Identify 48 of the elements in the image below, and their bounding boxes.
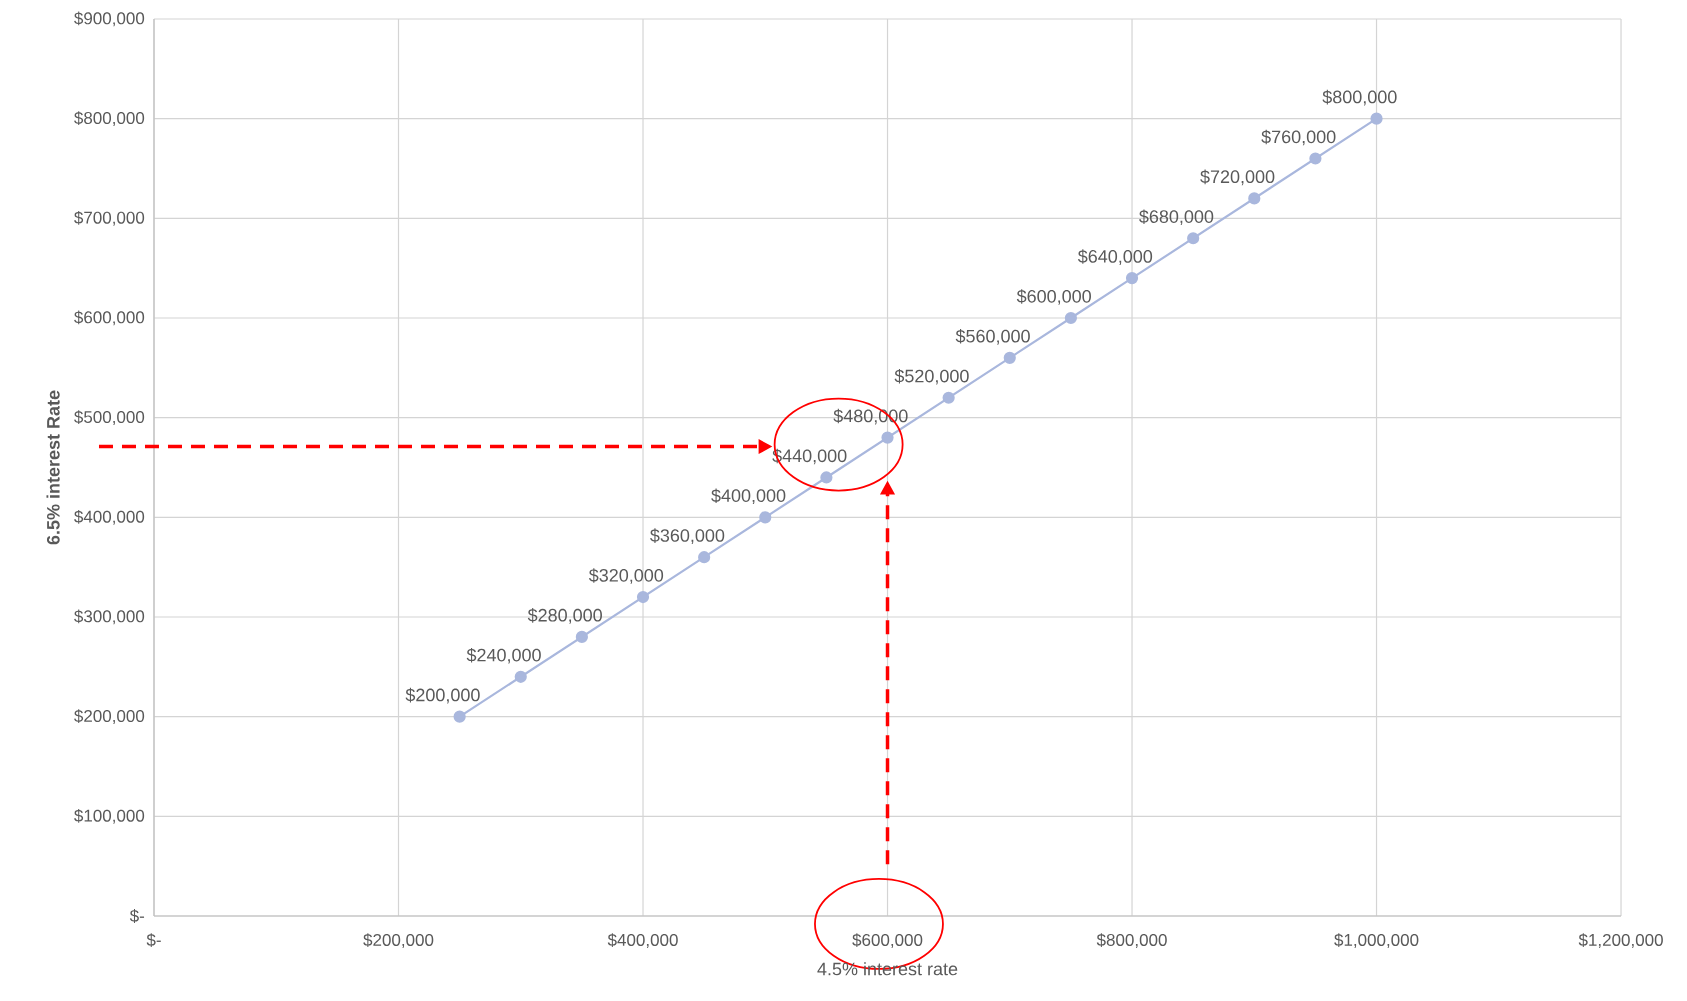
y-axis-title: 6.5% interest Rate bbox=[46, 390, 60, 545]
point bbox=[698, 551, 711, 564]
y-tick-label: $600,000 bbox=[74, 310, 145, 326]
data-label: $520,000 bbox=[894, 368, 969, 385]
point bbox=[1248, 192, 1261, 205]
point bbox=[1003, 351, 1016, 364]
point bbox=[1309, 152, 1322, 165]
x-tick-label: $200,000 bbox=[363, 933, 434, 948]
y-tick-label: $300,000 bbox=[74, 609, 145, 625]
point bbox=[820, 471, 833, 484]
data-label: $720,000 bbox=[1200, 169, 1275, 186]
data-label: $600,000 bbox=[1016, 289, 1091, 305]
x-tick-label: $1,200,000 bbox=[1578, 933, 1663, 948]
data-label: $400,000 bbox=[711, 488, 786, 505]
y-tick-label: $500,000 bbox=[74, 410, 145, 426]
point bbox=[514, 670, 527, 683]
data-label: $200,000 bbox=[405, 687, 480, 704]
x-tick-label: $600,000 bbox=[852, 933, 923, 948]
point bbox=[881, 431, 894, 444]
data-label: $640,000 bbox=[1077, 249, 1153, 265]
y-tick-label: $200,000 bbox=[74, 709, 145, 725]
data-label: $280,000 bbox=[527, 608, 602, 624]
y-tick-label: $700,000 bbox=[74, 210, 145, 226]
x-tick-label: $- bbox=[146, 933, 161, 947]
y-tick-label: $900,000 bbox=[74, 11, 145, 27]
data-label: $680,000 bbox=[1139, 209, 1214, 226]
x-tick-label: $400,000 bbox=[607, 933, 678, 948]
point bbox=[575, 630, 588, 644]
data-label: $320,000 bbox=[588, 568, 664, 584]
data-label: $240,000 bbox=[466, 647, 541, 664]
data-label: $760,000 bbox=[1261, 129, 1336, 146]
point bbox=[1187, 232, 1200, 245]
y-tick-label: $800,000 bbox=[74, 111, 145, 127]
y-tick-label: $100,000 bbox=[74, 808, 145, 824]
x-tick-label: $800,000 bbox=[1096, 933, 1167, 948]
data-label: $360,000 bbox=[650, 528, 725, 544]
point bbox=[636, 590, 650, 604]
data-label: $800,000 bbox=[1322, 89, 1397, 106]
point bbox=[942, 391, 955, 404]
x-tick-label: $1,000,000 bbox=[1334, 933, 1419, 948]
point bbox=[759, 511, 772, 524]
data-label: $560,000 bbox=[955, 329, 1030, 345]
point bbox=[453, 710, 466, 723]
point bbox=[1370, 112, 1383, 125]
point bbox=[1064, 311, 1077, 325]
y-tick-label: $400,000 bbox=[74, 509, 145, 525]
y-tick-label: $- bbox=[129, 909, 145, 923]
point bbox=[1125, 272, 1139, 285]
